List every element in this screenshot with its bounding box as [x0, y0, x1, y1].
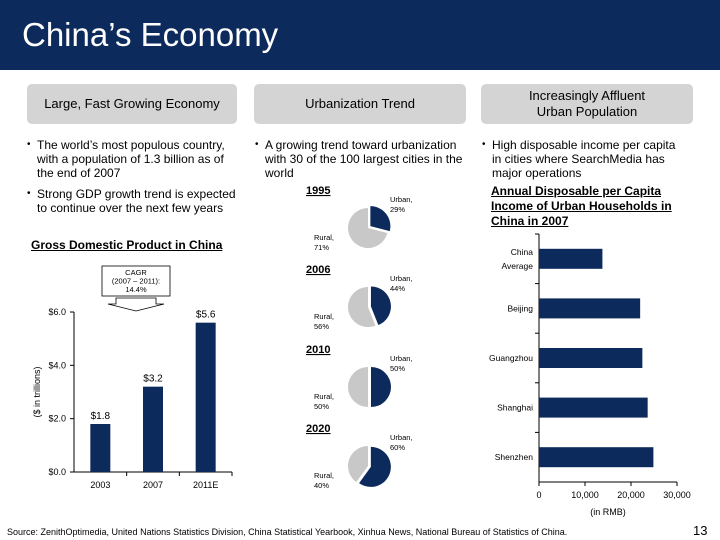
pie-slice-urban: [370, 286, 391, 326]
category-label: Shanghai: [497, 403, 533, 413]
pie-slice-rural: [348, 287, 376, 327]
pie-urban-label: Urban,: [390, 433, 413, 442]
gdp-bar-chart: $0.0 $2.0 $4.0 $6.0 ($ in trillions) $1.8 2003…: [32, 265, 233, 490]
bullet-list-economy: The world’s most populous country, with …: [27, 138, 237, 222]
pie-year-label: 2006: [306, 264, 330, 276]
cagr-annotation: CAGR: [125, 268, 147, 277]
bullet-item: The world’s most populous country, with …: [27, 138, 237, 180]
pie-slice-urban: [359, 446, 391, 487]
pie-rural-label: Rural,: [314, 312, 334, 321]
x-axis-label: (in RMB): [590, 507, 626, 517]
column-header-economy: Large, Fast Growing Economy: [27, 84, 237, 124]
title-bar: China’s Economy: [0, 0, 720, 70]
pie-rural-label: 71%: [314, 243, 329, 252]
cagr-box: [101, 265, 171, 297]
bar: [539, 248, 603, 269]
pie-urban-label: 29%: [390, 205, 405, 214]
pie-slice-urban: [370, 206, 391, 232]
bar: [539, 447, 654, 468]
bar: [195, 322, 216, 472]
pie-rural-label: Rural,: [314, 392, 334, 401]
category-label: Shenzhen: [495, 452, 534, 462]
column-header-urbanization: Urbanization Trend: [254, 84, 466, 124]
pie-slice-rural: [348, 367, 368, 407]
pie-urban-label: 44%: [390, 284, 405, 293]
pie-urban-label: 60%: [390, 443, 405, 452]
y-tick-label: $2.0: [48, 414, 66, 424]
pie-slice-urban: [371, 367, 391, 407]
urbanization-pie-charts: 1995Urban,29%Rural,71%2006Urban,44%Rural…: [306, 185, 413, 490]
pie-slice-rural: [348, 208, 388, 248]
pie-year-label: 2010: [306, 344, 330, 356]
pie-slice-rural: [348, 446, 368, 483]
category-label: China: [511, 247, 533, 257]
pie-year-label: 1995: [306, 185, 330, 197]
x-tick-label: 2007: [143, 480, 163, 490]
y-tick-label: $6.0: [48, 307, 66, 317]
bullet-item: Strong GDP growth trend is expected to c…: [27, 187, 237, 215]
pie-urban-label: Urban,: [390, 274, 413, 283]
bar: [143, 386, 163, 472]
bar: [539, 298, 641, 319]
income-chart-title: Annual Disposable per Capita Income of U…: [491, 184, 672, 228]
bullet-list-urbanization: A growing trend toward urbanization with…: [255, 138, 465, 187]
x-tick-label: 30,000: [663, 490, 691, 500]
x-tick-label: 2003: [90, 480, 110, 490]
pie-rural-label: Rural,: [314, 233, 334, 242]
pie-urban-label: Urban,: [390, 354, 413, 363]
gdp-chart-title: Gross Domestic Product in China: [31, 238, 223, 252]
x-tick-label: 0: [536, 490, 541, 500]
bar: [539, 397, 648, 418]
pie-urban-label: Urban,: [390, 195, 413, 204]
bar-value-label: $1.8: [91, 411, 111, 422]
cagr-annotation: 14.4%: [125, 285, 147, 294]
pie-urban-label: 50%: [390, 364, 405, 373]
pie-year-label: 2020: [306, 423, 330, 435]
bar: [90, 424, 111, 472]
cagr-arrow: [107, 297, 165, 312]
pie-rural-label: 56%: [314, 322, 329, 331]
category-label: Beijing: [507, 303, 533, 313]
income-bar-chart: 0 10,000 20,000 30,000 (in RMB) China Average B…: [489, 233, 691, 517]
cagr-annotation: (2007 – 2011):: [112, 277, 160, 286]
y-tick-label: $0.0: [48, 467, 66, 477]
pie-rural-label: 50%: [314, 402, 329, 411]
page-title: China’s Economy: [22, 16, 279, 53]
page-number: 13: [693, 523, 708, 538]
bar-value-label: $5.6: [196, 310, 216, 321]
pie-rural-label: Rural,: [314, 471, 334, 480]
category-label: Guangzhou: [489, 353, 533, 363]
bar-value-label: $3.2: [143, 374, 163, 385]
source-note: Source: ZenithOptimedia, United Nations …: [7, 527, 568, 537]
y-tick-label: $4.0: [48, 360, 66, 370]
x-tick-label: 2011E: [193, 480, 218, 490]
x-tick-label: 10,000: [571, 490, 599, 500]
bullet-list-affluent: High disposable income per capita in cit…: [482, 138, 682, 187]
y-axis-label: ($ in trillions): [32, 366, 42, 417]
bullet-item: A growing trend toward urbanization with…: [255, 138, 465, 180]
x-tick-label: 20,000: [617, 490, 645, 500]
bullet-item: High disposable income per capita in cit…: [482, 138, 682, 180]
bar: [539, 348, 643, 368]
category-label: Average: [501, 261, 533, 271]
pie-rural-label: 40%: [314, 481, 329, 490]
column-header-affluent: Increasingly Affluent Urban Population: [481, 84, 693, 124]
